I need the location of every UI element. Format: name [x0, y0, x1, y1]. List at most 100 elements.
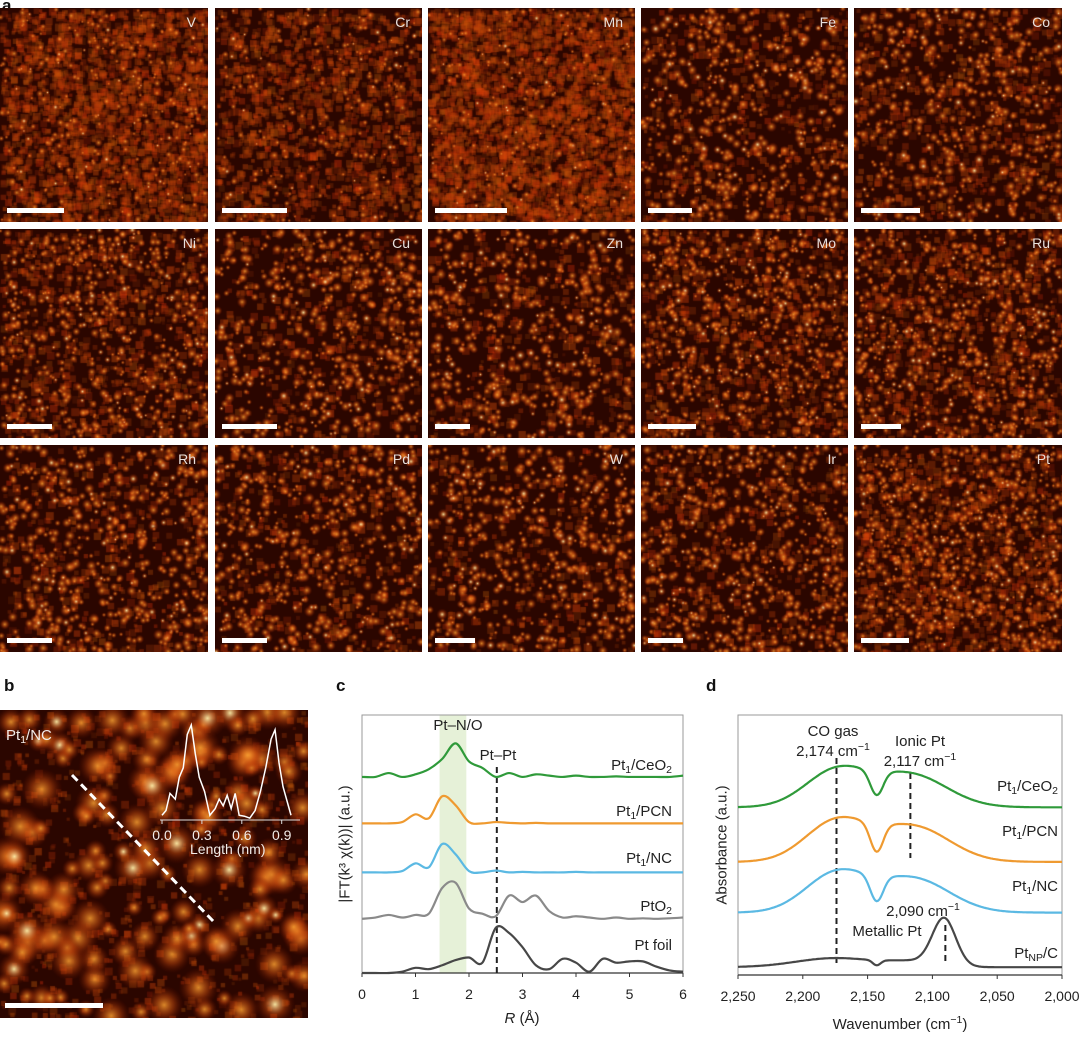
series-label: Pt1/CeO2	[611, 757, 672, 776]
micrograph-image	[641, 229, 848, 438]
inset-tick-label: 0.6	[232, 827, 252, 843]
annotation-label: 2,090 cm−1	[886, 902, 960, 920]
x-tick-label: 2,050	[979, 988, 1015, 1004]
micrograph-image	[0, 710, 308, 1018]
line-profile-path	[70, 773, 216, 924]
x-tick-label: 6	[679, 986, 687, 1002]
text-segment: Pt	[616, 803, 631, 820]
inset-overlay: 0.0 0.3 0.6 0.9	[5, 722, 300, 1008]
annotation-label: 2,117 cm−1	[883, 752, 957, 770]
micrograph-tile: Pt	[854, 445, 1062, 652]
series-line	[362, 794, 683, 825]
series-label: Pt foil	[634, 937, 672, 954]
scale-bar	[7, 638, 52, 643]
scale-bar	[648, 208, 692, 213]
series-line	[362, 925, 684, 975]
micrograph-tile: Ni	[0, 229, 208, 438]
text-segment: /NC	[26, 727, 52, 744]
x-tick-label: 4	[572, 986, 580, 1002]
element-label: Pt	[1036, 451, 1050, 467]
micrograph-tile: Cr	[215, 8, 422, 222]
element-label: Mo	[816, 235, 836, 251]
text-segment: −1	[950, 1014, 963, 1026]
element-label: Pd	[392, 451, 410, 467]
micrograph-image	[0, 445, 208, 652]
text-segment: Pt	[626, 850, 641, 867]
text-segment: )	[962, 1016, 968, 1033]
text-segment: 2	[666, 764, 672, 776]
scale-bar	[861, 424, 901, 429]
micrograph-image	[0, 229, 208, 438]
element-label: Fe	[819, 14, 836, 30]
scale-bar	[648, 424, 696, 429]
series-label: PtO2	[640, 898, 672, 917]
scale-bar	[222, 424, 277, 429]
scale-bar	[222, 638, 267, 643]
panel-b-micrograph: Pt1/NC 0.0 0.3 0.6 0.9 Length (nm)	[0, 710, 308, 1018]
micrograph-image	[215, 229, 422, 438]
series-label: Pt1/CeO2	[997, 778, 1058, 796]
element-label: Co	[1032, 14, 1050, 30]
micrograph-image	[215, 8, 422, 222]
annotation-label: CO gas	[808, 723, 859, 740]
text-segment: Ionic Pt	[894, 733, 946, 750]
scale-bar	[7, 208, 64, 213]
scale-bar	[861, 208, 920, 213]
series-label: PtNP/C	[1014, 945, 1058, 963]
pt-pt-label: Pt–Pt	[479, 747, 517, 764]
inset-x-label: Length (nm)	[190, 841, 266, 857]
y-axis-label: |FT(k³ χ(k))| (a.u.)	[336, 785, 354, 903]
text-segment: 2	[666, 905, 672, 917]
micrograph-image	[215, 445, 422, 652]
series-label: Pt1/NC	[1012, 878, 1058, 896]
scale-bar	[861, 638, 909, 643]
element-label: Mn	[603, 14, 623, 30]
x-tick-label: 1	[411, 986, 420, 1002]
text-segment: R	[504, 1010, 516, 1027]
element-label: W	[609, 451, 623, 467]
text-segment: Pt	[611, 757, 626, 774]
micrograph-tile: Cu	[215, 229, 422, 438]
x-tick-label: 2,250	[720, 988, 756, 1004]
text-segment: /NC	[646, 850, 672, 867]
series-line	[362, 842, 683, 874]
scale-bar	[435, 208, 507, 213]
text-segment: Pt	[997, 778, 1012, 795]
micrograph-tile: Fe	[641, 8, 848, 222]
text-segment: 1	[640, 857, 647, 869]
text-segment: PtO	[640, 898, 667, 915]
text-segment: /CeO	[631, 757, 667, 774]
text-segment: 2,174 cm	[796, 743, 858, 760]
element-label: Rh	[178, 451, 196, 467]
panel-letter-d: d	[706, 676, 717, 695]
micrograph-tile: Mn	[428, 8, 635, 222]
series-line	[361, 880, 684, 920]
text-segment: Pt	[6, 727, 21, 744]
panel-letter-c: c	[336, 676, 346, 695]
x-tick-label: 2,100	[914, 988, 950, 1004]
text-segment: /PCN	[1022, 823, 1058, 840]
x-tick-label: 0	[358, 986, 366, 1002]
y-axis-label: Absorbance (a.u.)	[713, 785, 731, 905]
text-segment: 1	[20, 734, 27, 746]
element-label: Ru	[1032, 235, 1050, 251]
x-tick-label: 2,200	[785, 988, 821, 1004]
text-segment: Pt	[1014, 945, 1029, 962]
annotation-label: Ionic Pt	[895, 733, 945, 750]
micrograph-image	[854, 445, 1062, 652]
scale-bar	[222, 208, 287, 213]
micrograph-tile: Mo	[641, 229, 848, 438]
text-segment: /CeO	[1017, 778, 1053, 795]
scale-bar	[435, 638, 475, 643]
micrograph-tile: Rh	[0, 445, 208, 652]
text-segment: /PCN	[636, 803, 672, 820]
text-segment: CO gas	[807, 723, 859, 740]
micrograph-image	[641, 445, 848, 652]
text-segment: 1	[625, 764, 632, 776]
text-segment: Pt	[1002, 823, 1017, 840]
text-segment: 2,117 cm	[883, 753, 945, 770]
text-segment: 1	[1016, 830, 1023, 842]
panel-letter-a: a	[2, 0, 11, 16]
micrograph-image	[428, 229, 635, 438]
